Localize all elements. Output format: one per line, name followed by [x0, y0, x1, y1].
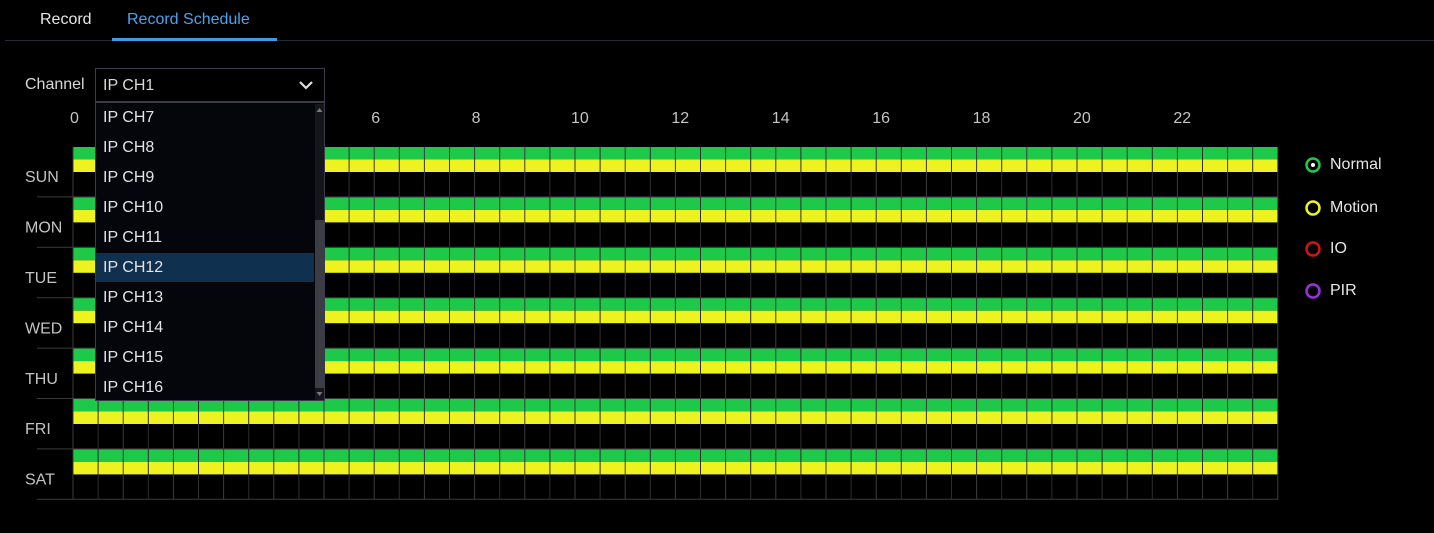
- day-label: MON: [25, 220, 62, 237]
- day-label: SUN: [25, 169, 59, 186]
- schedule-grid: SUN MON TUE WED THU FRI SAT 0 6 8 10 12 14 16 18 20 22: [25, 110, 1279, 500]
- hour-label: 22: [1173, 110, 1191, 127]
- legend-label[interactable]: PIR: [1330, 282, 1357, 299]
- dropdown-option[interactable]: IP CH11: [103, 229, 162, 246]
- channel-dropdown: IP CH7 IP CH8 IP CH9 IP CH10 IP CH11 IP CH12 I…: [95, 102, 325, 401]
- channel-label: Channel: [25, 76, 85, 93]
- tab-underline: [112, 38, 277, 41]
- hour-label: 14: [772, 110, 790, 127]
- day-label: THU: [25, 371, 58, 388]
- hour-label: 16: [872, 110, 890, 127]
- hour-label: 20: [1073, 110, 1091, 127]
- legend-label[interactable]: Motion: [1330, 199, 1378, 216]
- day-label: SAT: [25, 472, 55, 489]
- dropdown-panel: [95, 102, 325, 401]
- select-chevron[interactable]: [299, 81, 313, 90]
- dropdown-option[interactable]: IP CH16: [103, 379, 163, 396]
- scroll-up[interactable]: [316, 108, 323, 112]
- hour-label: 0: [70, 110, 79, 127]
- hour-label: 18: [973, 110, 991, 127]
- tab[interactable]: Record Schedule: [127, 11, 250, 28]
- dropdown-option[interactable]: IP CH7: [103, 109, 154, 126]
- dropdown-option[interactable]: IP CH13: [103, 289, 163, 306]
- option-highlight: [96, 253, 314, 282]
- day-label: FRI: [25, 421, 51, 438]
- legend-ring[interactable]: [1305, 283, 1321, 299]
- day-label: TUE: [25, 270, 57, 287]
- hour-label: 10: [571, 110, 589, 127]
- scrollbar-thumb[interactable]: [315, 220, 324, 388]
- dropdown-option[interactable]: IP CH14: [103, 319, 163, 336]
- scroll-down[interactable]: [316, 392, 323, 396]
- tabs: Record Record Schedule: [40, 11, 277, 41]
- dropdown-option[interactable]: IP CH12: [103, 259, 163, 276]
- legend: Normal Motion IO PIR: [1305, 156, 1382, 299]
- legend-ring[interactable]: [1305, 241, 1321, 257]
- legend-dot: [1311, 163, 1315, 167]
- channel-select[interactable]: IP CH1: [95, 68, 325, 102]
- dropdown-option[interactable]: IP CH10: [103, 199, 163, 216]
- hour-label: 6: [371, 110, 380, 127]
- hour-label: 12: [671, 110, 689, 127]
- day-label: WED: [25, 320, 62, 337]
- dropdown-option[interactable]: IP CH9: [103, 169, 154, 186]
- hour-label: 8: [472, 110, 481, 127]
- dropdown-option[interactable]: IP CH8: [103, 139, 154, 156]
- legend-ring[interactable]: [1305, 200, 1321, 216]
- select-value[interactable]: IP CH1: [103, 77, 154, 94]
- legend-label[interactable]: IO: [1330, 240, 1347, 257]
- legend-label[interactable]: Normal: [1330, 156, 1382, 173]
- dropdown-option[interactable]: IP CH15: [103, 349, 163, 366]
- tab[interactable]: Record: [40, 11, 92, 28]
- select-box[interactable]: [95, 68, 325, 102]
